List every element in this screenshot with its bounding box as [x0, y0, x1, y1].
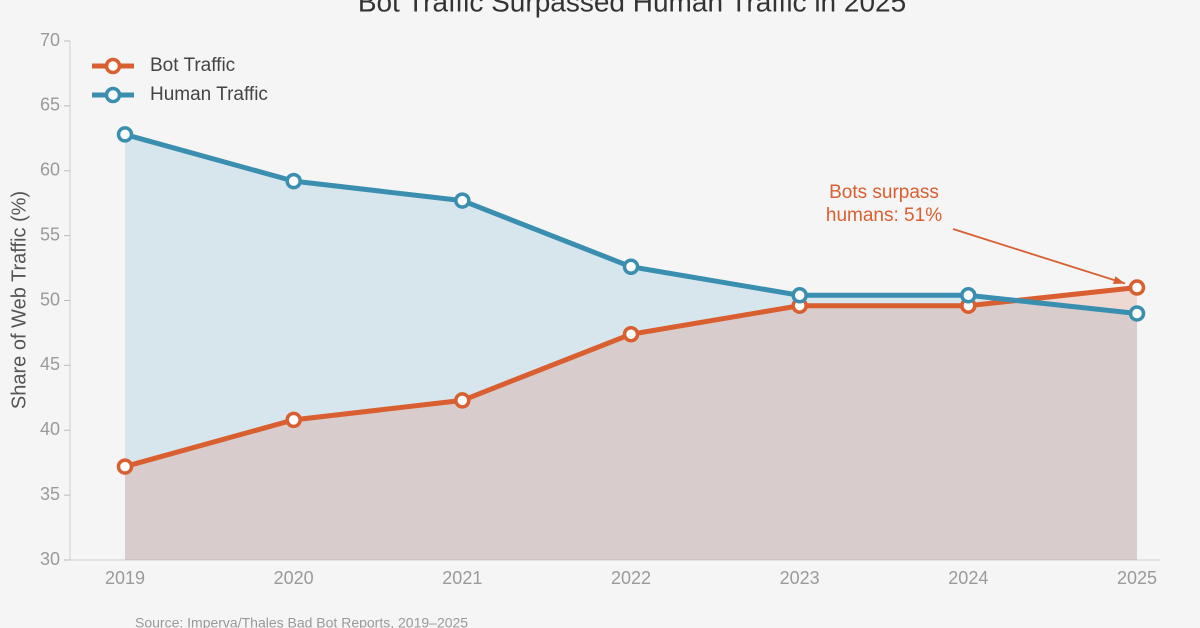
legend-marker	[104, 86, 122, 104]
x-tick-label: 2022	[611, 568, 651, 588]
point	[1128, 305, 1146, 322]
y-tick-label: 40	[40, 419, 60, 439]
y-axis-label: Share of Web Traffic (%)	[8, 191, 30, 409]
area	[125, 134, 1137, 561]
x-tick-label: 2024	[948, 568, 988, 588]
point	[960, 287, 977, 304]
x-tick-label: 2019	[105, 568, 145, 588]
point	[116, 458, 134, 475]
x-tick-label: 2025	[1117, 568, 1157, 588]
source-note: Source: Imperva/Thales Bad Bot Reports, …	[135, 615, 468, 628]
point	[285, 411, 302, 429]
y-tick-label: 55	[40, 224, 60, 244]
legend-label: Bot Traffic	[150, 55, 235, 76]
annotation: Bots surpass	[829, 182, 939, 203]
point	[454, 192, 471, 209]
point	[116, 126, 134, 143]
legend-marker	[104, 57, 122, 75]
annotation: humans: 51%	[826, 205, 942, 226]
point	[791, 287, 808, 304]
annotation-arrowhead	[1113, 276, 1125, 285]
x-tick-label: 2020	[274, 568, 314, 588]
point	[622, 258, 640, 276]
annotation-arrow	[952, 228, 1126, 285]
y-tick-label: 60	[40, 160, 60, 180]
point	[454, 392, 471, 409]
point	[622, 325, 640, 343]
y-tick-label: 70	[40, 30, 60, 50]
y-tick-label: 30	[40, 549, 60, 569]
y-tick-label: 35	[40, 484, 60, 504]
chart-title: Bot Traffic Surpassed Human Traffic in 2…	[358, 0, 906, 17]
y-tick-label: 45	[40, 354, 60, 374]
legend-label: Human Traffic	[150, 84, 268, 105]
x-tick-label: 2023	[780, 568, 820, 588]
area	[125, 287, 1137, 560]
x-tick-label: 2021	[442, 568, 482, 588]
y-tick-label: 65	[40, 95, 60, 115]
point	[1128, 279, 1146, 296]
y-tick-label: 50	[40, 289, 60, 309]
point	[285, 172, 302, 190]
